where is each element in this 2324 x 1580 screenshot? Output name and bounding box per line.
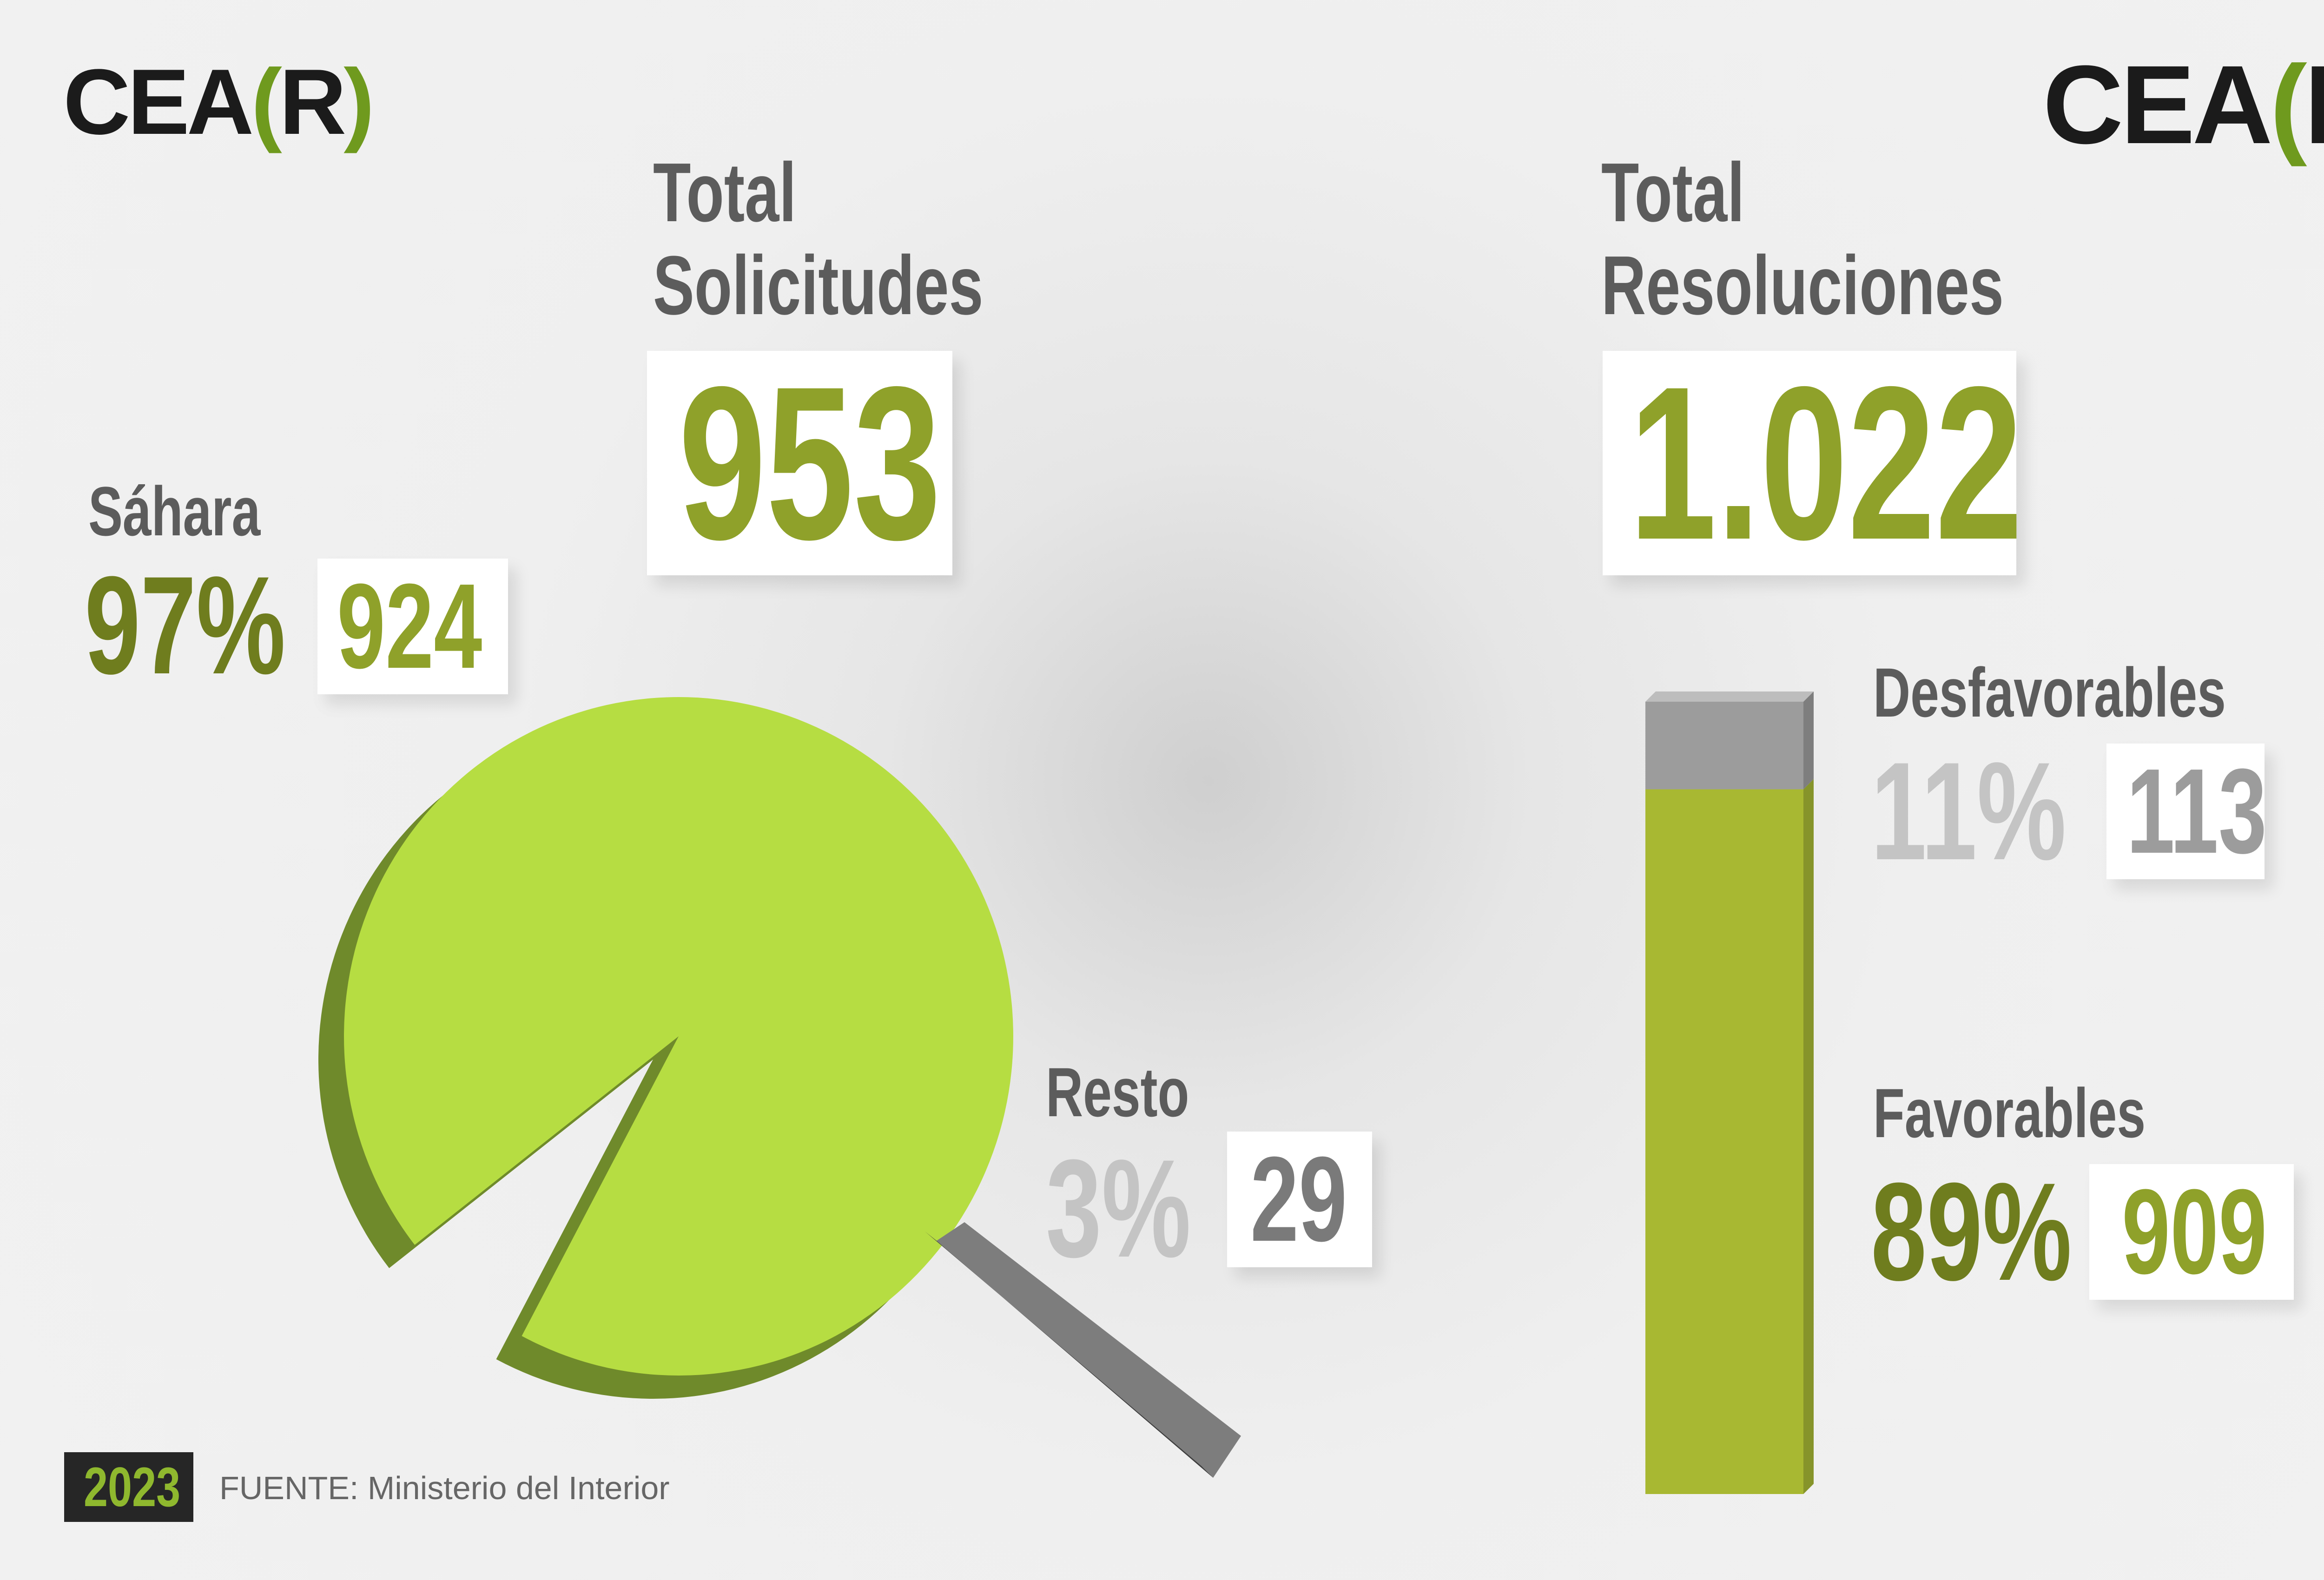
logo-bracket-open: ( [2270,42,2307,167]
year-badge-text: 2023 [84,1456,181,1518]
logo-bracket-close: ) [343,50,375,154]
sahara-label: Sáhara [88,472,261,550]
year-badge [64,1452,193,1522]
resoluciones-total-box [1603,351,2016,575]
bar-segment-favorables [1645,789,1803,1494]
pie-slice-sahara [344,697,1014,1376]
solicitudes-title-line2: Solicitudes [653,239,984,332]
bar-segment-desfavorables [1645,702,1803,790]
solicitudes-total-value: 953 [679,341,941,585]
cear-logo-right: CEA(R) [2043,49,2324,160]
resoluciones-title-line2: Resoluciones [1601,239,2004,332]
bar-top-face [1645,691,1814,702]
solicitudes-title: Total Solicitudes [653,146,1099,332]
desfavorables-percentage: 11% [1871,733,2067,889]
resto-count-box [1227,1132,1372,1267]
favorables-count-box [2089,1164,2294,1300]
pie-slice-resto [937,1222,1241,1478]
sahara-count-box [317,559,508,694]
resoluciones-total-value: 1.022 [1629,341,2023,585]
solicitudes-title-line1: Total [653,146,797,239]
resoluciones-title: Total Resoluciones [1601,146,2145,332]
resto-percentage: 3% [1046,1130,1191,1286]
resto-count: 29 [1250,1132,1347,1267]
logo-letter: R [2304,42,2324,167]
desfavorables-label: Desfavorables [1873,653,2226,731]
resto-label: Resto [1046,1053,1189,1131]
logo-text: CEA [63,50,254,154]
solicitudes-total-box [647,351,952,575]
logo-text: CEA [2043,42,2273,167]
bar-side-desfavorables [1803,691,1814,790]
bar-side-favorables [1803,779,1814,1494]
sahara-percentage: 97% [85,547,286,703]
favorables-label: Favorables [1873,1074,2146,1152]
favorables-percentage: 89% [1871,1153,2072,1310]
source-text: FUENTE: Ministerio del Interior [219,1470,670,1506]
cear-logo-left: CEA(R) [63,56,375,149]
logo-letter: R [279,50,346,154]
logo-bracket-open: ( [251,50,282,154]
sahara-count: 924 [337,559,482,694]
desfavorables-count-box [2106,744,2265,879]
resoluciones-title-line1: Total [1601,146,1745,239]
favorables-count: 909 [2122,1165,2267,1299]
desfavorables-count: 113 [2126,744,2267,879]
